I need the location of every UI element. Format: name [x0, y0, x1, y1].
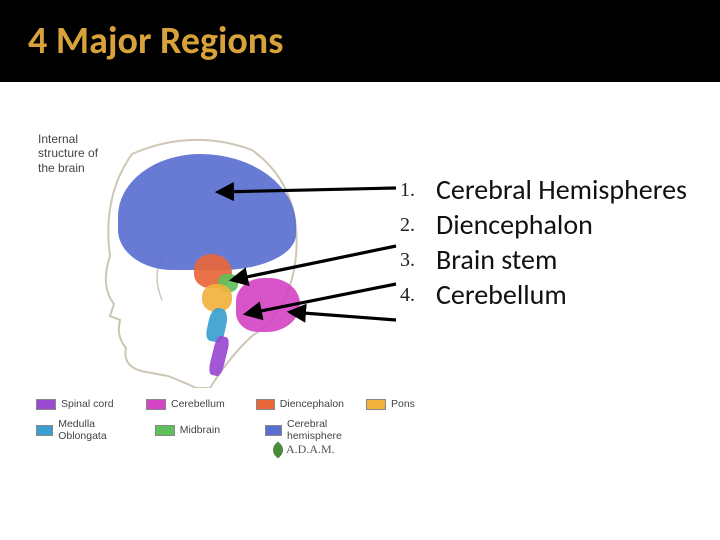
- swatch-icon: [265, 425, 282, 436]
- caption-line: structure of: [38, 146, 98, 160]
- swatch-icon: [146, 399, 166, 410]
- list-item: Brain stem: [400, 242, 700, 277]
- legend-item: Pons: [366, 398, 454, 410]
- swatch-icon: [256, 399, 275, 410]
- legend-item: Cerebellum: [146, 398, 234, 410]
- content-area: Internal structure of the brain Spinal c…: [0, 82, 720, 540]
- swatch-icon: [155, 425, 175, 436]
- list-item: Cerebral Hemispheres: [400, 172, 700, 207]
- caption-line: the brain: [38, 161, 85, 175]
- leaf-icon: [270, 441, 287, 458]
- swatch-icon: [36, 425, 53, 436]
- list-item: Cerebellum: [400, 277, 700, 312]
- legend-label: Pons: [391, 398, 415, 410]
- swatch-icon: [366, 399, 386, 410]
- legend-label: Midbrain: [180, 424, 220, 436]
- watermark-text: A.D.A.M.: [286, 442, 335, 457]
- legend-label: Cerebellum: [171, 398, 225, 410]
- region-list: Cerebral Hemispheres Diencephalon Brain …: [400, 172, 700, 312]
- legend-item: Midbrain: [155, 418, 243, 442]
- legend-item: Spinal cord: [36, 398, 124, 410]
- slide-title: 4 Major Regions: [28, 18, 720, 64]
- brain-diagram: Internal structure of the brain Spinal c…: [34, 130, 372, 460]
- legend-label: Diencephalon: [280, 398, 344, 410]
- legend-label: Cerebral hemisphere: [287, 418, 370, 442]
- caption-line: Internal: [38, 132, 78, 146]
- legend-label: Medulla Oblongata: [58, 418, 133, 442]
- legend-item: Diencephalon: [256, 398, 344, 410]
- watermark: A.D.A.M.: [272, 442, 335, 457]
- legend-label: Spinal cord: [61, 398, 114, 410]
- legend-item: Medulla Oblongata: [36, 418, 133, 442]
- list-item: Diencephalon: [400, 207, 700, 242]
- diagram-caption: Internal structure of the brain: [38, 132, 98, 175]
- title-bar: 4 Major Regions: [0, 0, 720, 82]
- legend-item: Cerebral hemisphere: [265, 418, 370, 442]
- swatch-icon: [36, 399, 56, 410]
